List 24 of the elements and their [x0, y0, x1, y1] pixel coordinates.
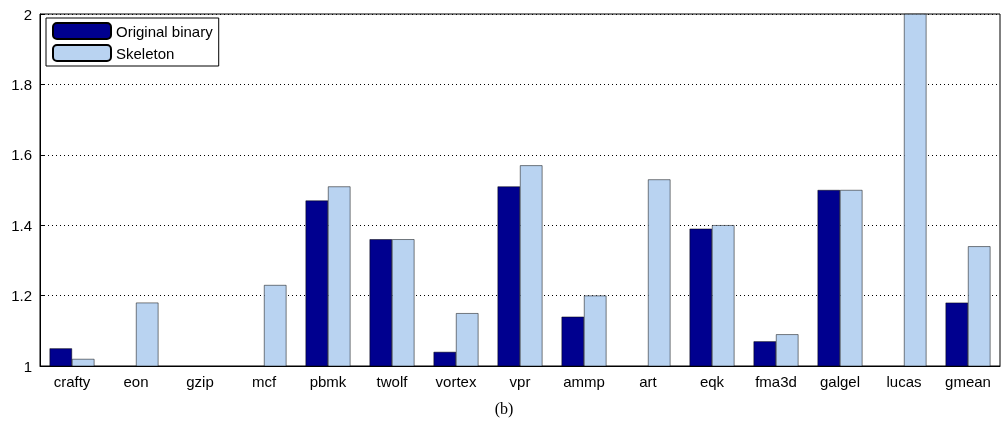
- legend-label: Original binary: [116, 22, 214, 40]
- x-tick-label: gmean: [945, 373, 991, 390]
- y-tick-label: 1.2: [11, 287, 32, 305]
- text: (b): [494, 399, 514, 418]
- x-tick-label: twolf: [376, 373, 409, 390]
- x-tick-label: fma3d: [755, 373, 797, 390]
- legend-label: Skeleton: [116, 44, 175, 62]
- x-tick-label: mcf: [251, 373, 277, 390]
- x-tick-label: gzip: [186, 373, 214, 390]
- x-tick-label: crafty: [53, 373, 91, 390]
- x-tick-label: lucas: [886, 373, 922, 390]
- x-tick-label: galgel: [819, 373, 861, 390]
- x-tick-label: vortex: [435, 373, 477, 390]
- x-tick-label: eon: [123, 373, 149, 390]
- x-tick-label: ammp: [563, 373, 605, 390]
- y-tick-label: 1: [23, 357, 32, 375]
- x-tick-label: eqk: [699, 373, 725, 390]
- x-tick-label: pbmk: [309, 373, 347, 390]
- x-tick-label: art: [639, 373, 658, 390]
- y-tick-label: 1.4: [11, 216, 32, 234]
- y-tick-label: 1.8: [11, 75, 32, 93]
- y-tick-label: 2: [23, 5, 32, 23]
- y-tick-label: 1.6: [11, 146, 32, 164]
- x-tick-label: vpr: [509, 373, 531, 390]
